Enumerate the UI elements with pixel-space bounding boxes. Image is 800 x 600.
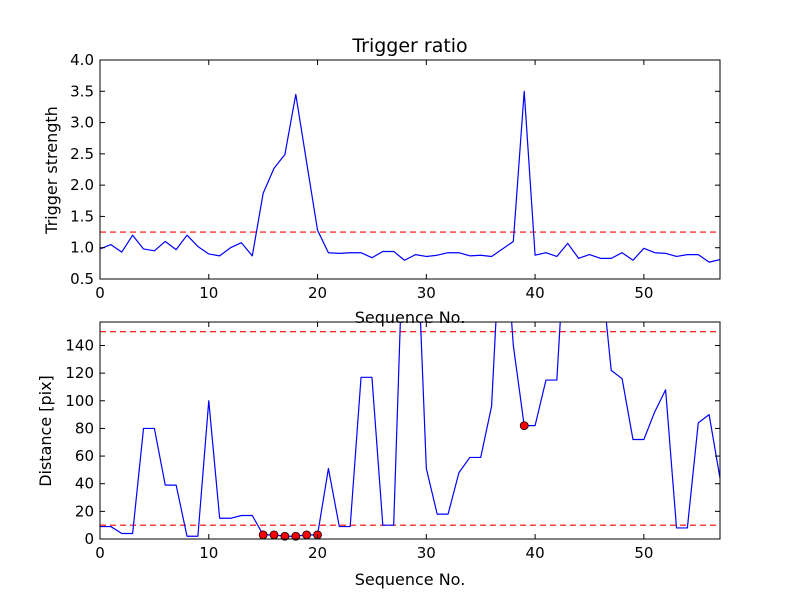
series-lines xyxy=(100,322,720,537)
x-tick-label: 50 xyxy=(634,284,653,302)
x-tick-label: 40 xyxy=(526,544,545,562)
threshold-lines xyxy=(100,331,720,526)
y-tick-label: 60 xyxy=(75,447,94,465)
x-tick-label: 10 xyxy=(199,284,218,302)
data-point-marker xyxy=(269,530,279,540)
x-ticks: 0 10 20 30 40 50 xyxy=(95,322,653,562)
markers xyxy=(258,421,529,541)
x-tick-label: 30 xyxy=(417,284,436,302)
chart-title: Trigger ratio xyxy=(351,35,467,57)
x-tick-label: 0 xyxy=(95,544,105,562)
series-line xyxy=(100,90,720,263)
series-line xyxy=(100,322,720,537)
plot-frame xyxy=(99,59,721,280)
x-tick-label: 40 xyxy=(526,284,545,302)
x-tick-label: 0 xyxy=(95,284,105,302)
x-ticks: 0 10 20 30 40 50 xyxy=(95,60,653,302)
data-point-marker xyxy=(519,421,529,431)
data-point-marker xyxy=(302,530,312,540)
y-tick-label: 2.0 xyxy=(70,176,94,194)
y-tick-label: 1.5 xyxy=(70,207,94,225)
y-ticks: 0.5 1.0 1.5 2.0 2.5 3.0 3.5 4.0 xyxy=(70,51,720,288)
y-tick-label: 80 xyxy=(75,419,94,437)
y-tick-label: 20 xyxy=(75,502,94,520)
x-tick-label: 20 xyxy=(308,284,327,302)
y-tick-label: 0.5 xyxy=(70,270,94,288)
data-point-marker xyxy=(258,530,268,540)
series-lines xyxy=(100,90,720,263)
x-tick-label: 10 xyxy=(199,544,218,562)
y-tick-label: 0 xyxy=(84,530,94,548)
y-tick-label: 3.5 xyxy=(70,82,94,100)
x-tick-label: 30 xyxy=(417,544,436,562)
x-axis-label: Sequence No. xyxy=(355,570,466,589)
y-axis-label: Trigger strength xyxy=(42,106,61,235)
y-tick-label: 100 xyxy=(65,392,94,410)
y-tick-label: 2.5 xyxy=(70,145,94,163)
y-tick-label: 140 xyxy=(65,336,94,354)
x-tick-label: 50 xyxy=(634,544,653,562)
y-tick-label: 40 xyxy=(75,475,94,493)
data-point-marker xyxy=(291,531,301,541)
plot-frame xyxy=(99,321,721,540)
y-axis-label: Distance [pix] xyxy=(36,375,55,487)
x-axis-label: Sequence No. xyxy=(355,308,466,327)
y-tick-label: 4.0 xyxy=(70,51,94,69)
y-tick-label: 3.0 xyxy=(70,114,94,132)
subplot-distance: 0 10 20 30 40 50 0 20 40 60 80 100 120 140 Sequence … xyxy=(36,321,721,589)
y-tick-label: 1.0 xyxy=(70,239,94,257)
x-tick-label: 20 xyxy=(308,544,327,562)
data-point-marker xyxy=(280,531,290,541)
y-ticks: 0 20 40 60 80 100 120 140 xyxy=(65,336,720,548)
y-tick-label: 120 xyxy=(65,364,94,382)
